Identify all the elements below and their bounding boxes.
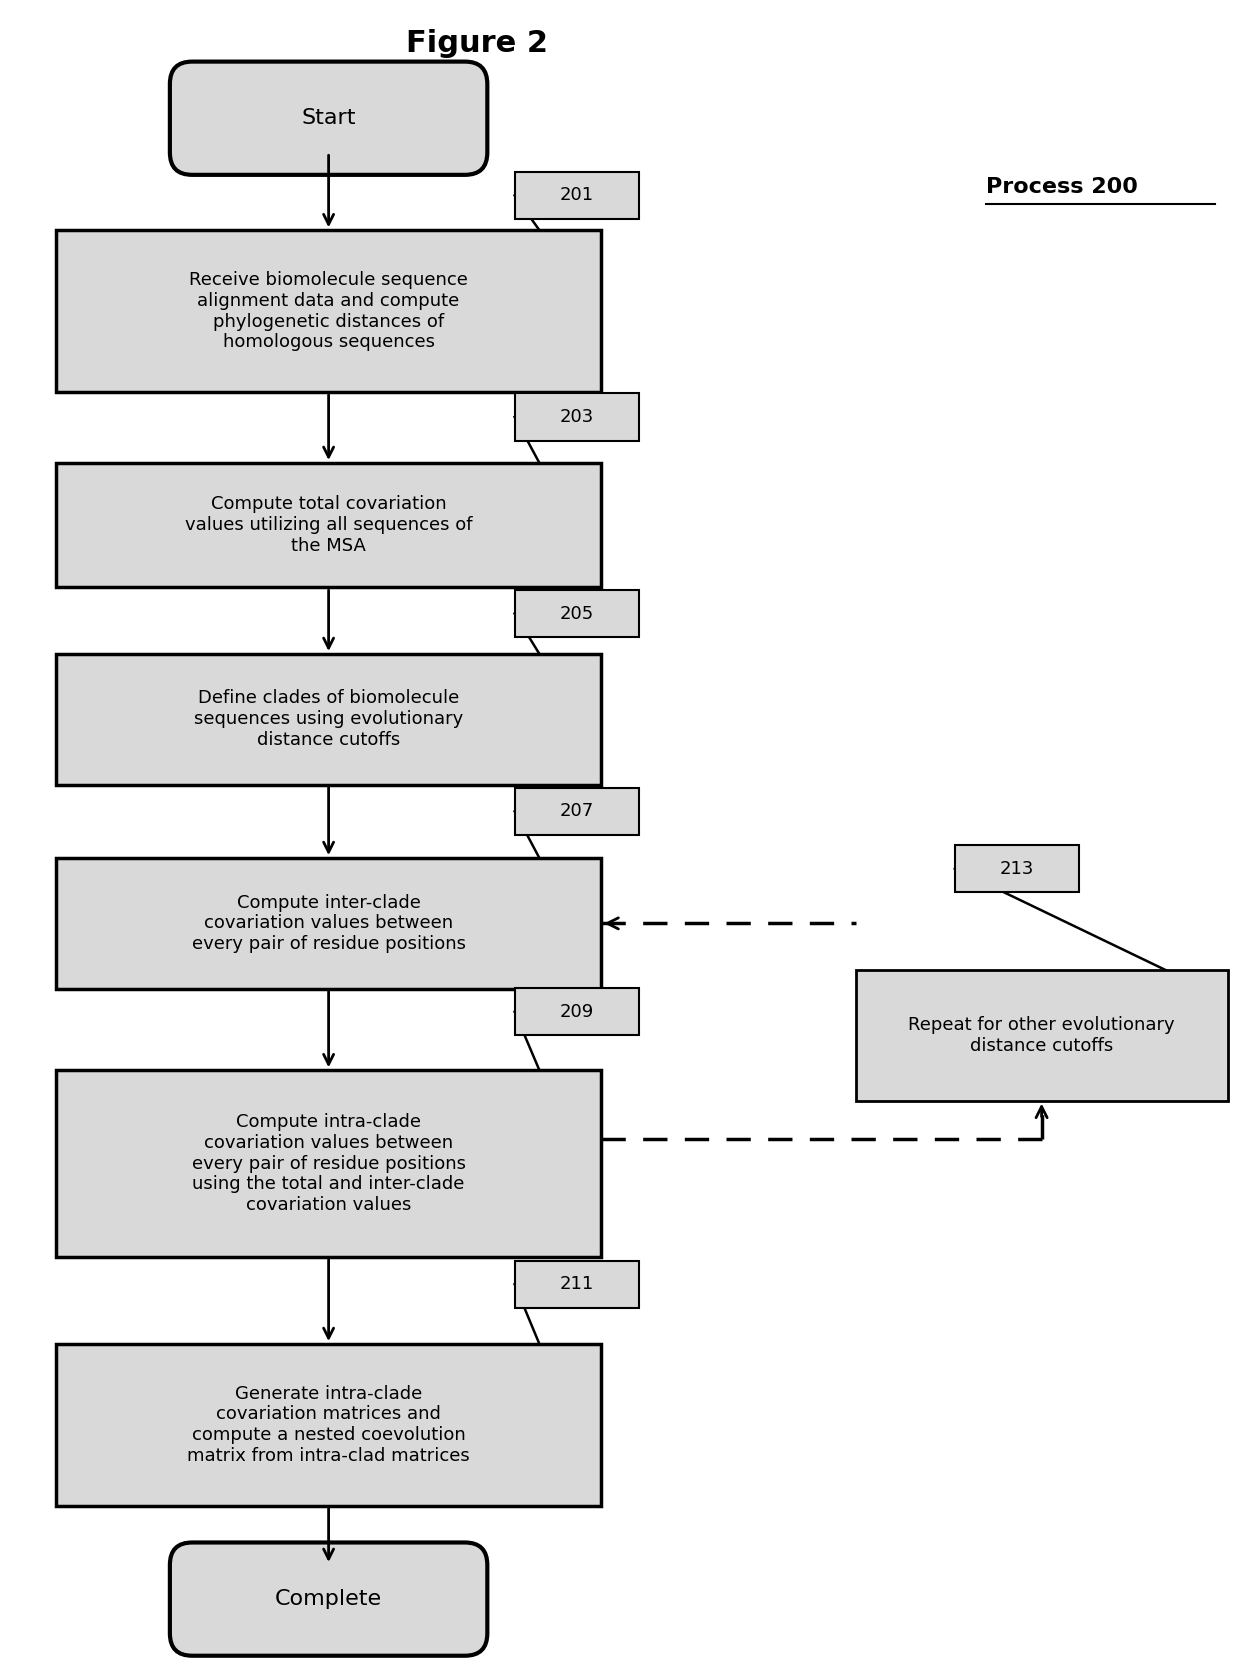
Text: Compute total covariation
values utilizing all sequences of
the MSA: Compute total covariation values utilizi…	[185, 496, 472, 554]
FancyBboxPatch shape	[56, 1344, 601, 1505]
Bar	[515, 988, 639, 1035]
FancyBboxPatch shape	[56, 654, 601, 785]
FancyBboxPatch shape	[56, 858, 601, 990]
Text: 211: 211	[559, 1275, 594, 1294]
Bar	[515, 590, 639, 637]
Text: Repeat for other evolutionary
distance cutoffs: Repeat for other evolutionary distance c…	[908, 1016, 1176, 1055]
Text: Process 200: Process 200	[986, 176, 1137, 197]
FancyBboxPatch shape	[56, 230, 601, 391]
FancyBboxPatch shape	[170, 62, 487, 175]
Text: 213: 213	[999, 860, 1034, 877]
Text: Receive biomolecule sequence
alignment data and compute
phylogenetic distances o: Receive biomolecule sequence alignment d…	[190, 270, 467, 351]
FancyBboxPatch shape	[856, 969, 1228, 1100]
Bar	[515, 1260, 639, 1309]
Text: 207: 207	[559, 803, 594, 820]
Bar	[515, 788, 639, 835]
Text: Compute intra-clade
covariation values between
every pair of residue positions
u: Compute intra-clade covariation values b…	[192, 1112, 465, 1215]
Text: 201: 201	[559, 186, 594, 205]
Text: Generate intra-clade
covariation matrices and
compute a nested coevolution
matri: Generate intra-clade covariation matrice…	[187, 1384, 470, 1465]
FancyBboxPatch shape	[170, 1542, 487, 1656]
Text: Start: Start	[301, 108, 356, 128]
Bar	[955, 845, 1079, 892]
Text: 209: 209	[559, 1003, 594, 1021]
Text: Complete: Complete	[275, 1589, 382, 1609]
Bar	[515, 171, 639, 218]
FancyBboxPatch shape	[56, 464, 601, 588]
Text: Define clades of biomolecule
sequences using evolutionary
distance cutoffs: Define clades of biomolecule sequences u…	[193, 689, 464, 749]
Bar	[515, 393, 639, 440]
FancyBboxPatch shape	[56, 1070, 601, 1257]
Text: Figure 2: Figure 2	[407, 29, 548, 59]
Text: Compute inter-clade
covariation values between
every pair of residue positions: Compute inter-clade covariation values b…	[192, 894, 465, 953]
Text: 205: 205	[559, 605, 594, 623]
Text: 203: 203	[559, 408, 594, 427]
